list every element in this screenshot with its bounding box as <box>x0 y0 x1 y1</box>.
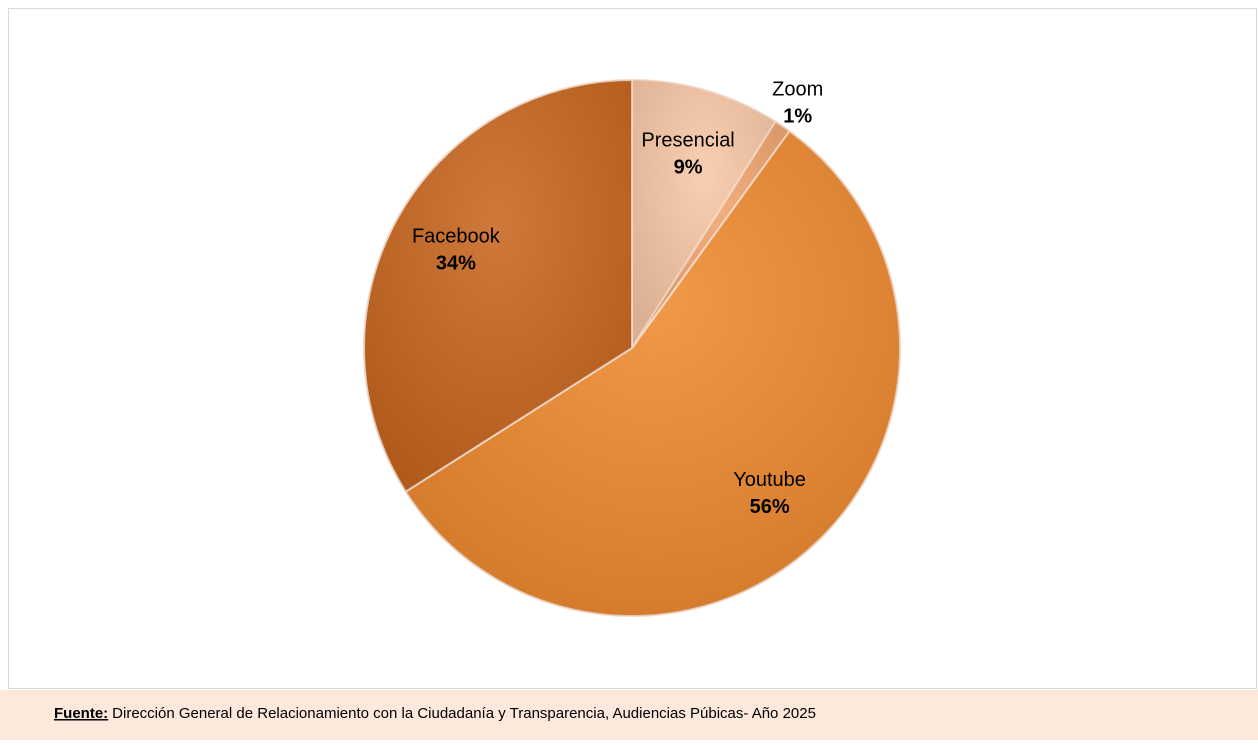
slice-label: Zoom <box>772 78 823 100</box>
source-text: Dirección General de Relacionamiento con… <box>112 705 816 722</box>
slice-value-label: 1% <box>783 105 812 127</box>
slice-value-label: 34% <box>436 252 476 274</box>
slice-label: Presencial <box>641 129 734 151</box>
footer-band <box>0 690 1258 740</box>
slice-value-label: 56% <box>750 496 790 518</box>
slice-label: Facebook <box>412 225 501 247</box>
pie: Presencial 9% Zoom 1% Youtube 56% Facebook 34% <box>363 78 901 617</box>
slice-value-label: 9% <box>674 156 703 178</box>
slice-label: Youtube <box>733 469 806 491</box>
source: Fuente: Dirección General de Relacionamie… <box>54 705 816 722</box>
source-label: Fuente: <box>54 705 108 722</box>
